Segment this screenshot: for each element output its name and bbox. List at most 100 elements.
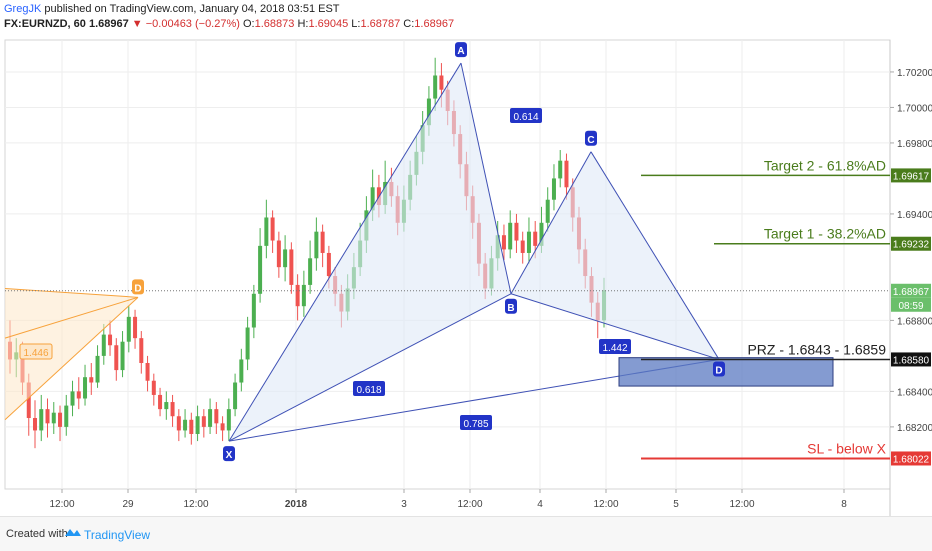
candle-body xyxy=(133,316,138,339)
price-tag-label: 1.69232 xyxy=(893,240,930,251)
candle-body xyxy=(195,416,200,434)
candle-body xyxy=(51,412,56,424)
candle-body xyxy=(526,231,531,253)
time-axis-label: 12:00 xyxy=(183,499,208,510)
pattern-leg xyxy=(510,151,592,295)
candle-body xyxy=(151,380,156,395)
pattern-point-x-label: X xyxy=(226,450,233,461)
last-price: 1.68967 xyxy=(88,18,129,30)
candle-body xyxy=(139,338,144,363)
price-axis-label: 1.68400 xyxy=(897,387,932,398)
candle-body xyxy=(189,419,194,434)
candle-body xyxy=(551,178,556,200)
pattern-point-b xyxy=(505,298,517,314)
price-tag xyxy=(891,352,931,367)
candle-body xyxy=(545,199,550,223)
candle-body xyxy=(295,284,300,307)
candle-body xyxy=(270,217,275,241)
candle-body xyxy=(164,402,169,410)
prior-pattern-leg xyxy=(4,296,139,339)
candle-body xyxy=(220,423,225,431)
candle-body xyxy=(64,405,69,427)
candle-body xyxy=(558,160,563,179)
pattern-point-d-label: D xyxy=(715,365,722,376)
candle-body xyxy=(176,416,181,431)
high-label: H: xyxy=(297,18,309,30)
bcd-triangle xyxy=(511,151,719,360)
pattern-leg xyxy=(228,62,462,442)
prior-pattern-leg xyxy=(4,287,139,298)
xab-triangle xyxy=(229,63,511,442)
publish-info: published on TradingView.com, January 04… xyxy=(41,3,340,15)
candle-body xyxy=(120,341,125,371)
candle-body xyxy=(26,382,31,419)
candle-body xyxy=(214,409,219,424)
candle-body xyxy=(70,391,75,406)
symbol-label[interactable]: FX:EURNZD, 60 xyxy=(4,18,86,30)
candle-body xyxy=(95,355,100,383)
candle-body xyxy=(251,293,256,328)
prz-zone xyxy=(618,357,834,387)
pattern-point-a-label: A xyxy=(457,46,464,57)
candle-body xyxy=(183,419,188,431)
price-axis-label: 1.68800 xyxy=(897,316,932,327)
candle-body xyxy=(158,394,163,410)
price-tag xyxy=(891,297,931,312)
candle-body xyxy=(433,75,438,99)
candle-body xyxy=(301,284,306,307)
price-tag xyxy=(891,451,931,466)
author-link[interactable]: GregJK xyxy=(4,3,42,15)
ratio-ab xyxy=(510,108,542,123)
candle-body xyxy=(145,362,150,381)
level-label: SL - below X xyxy=(807,440,887,456)
time-axis-label: 5 xyxy=(673,499,679,510)
price-tag-label: 1.69617 xyxy=(893,171,930,182)
pattern-leg xyxy=(590,151,720,360)
candle-body xyxy=(108,334,113,346)
time-axis-label: 12:00 xyxy=(593,499,618,510)
pattern-point-x xyxy=(223,446,235,462)
candle-body xyxy=(101,334,106,356)
ratio-prior-label: 1.446 xyxy=(23,348,48,359)
price-tag-label: 1.68022 xyxy=(893,454,930,465)
candle-body xyxy=(89,377,94,383)
low-value: 1.68787 xyxy=(360,18,401,30)
level-label: PRZ - 1.6843 - 1.6859 xyxy=(747,341,886,357)
candle-body xyxy=(439,75,444,90)
candle-body xyxy=(289,249,294,285)
time-axis-label: 2018 xyxy=(285,499,308,510)
candle-body xyxy=(126,316,131,342)
tradingview-brand[interactable]: TradingView xyxy=(84,528,151,542)
candle-body xyxy=(320,231,325,253)
ratio-bd xyxy=(599,339,631,354)
ratio-ab-label: 0.614 xyxy=(513,112,538,123)
created-with-label: Created with xyxy=(6,528,68,540)
candle-body xyxy=(58,412,63,427)
ratio-xd xyxy=(460,415,492,430)
low-label: L: xyxy=(351,18,361,30)
price-tag xyxy=(891,168,931,183)
pattern-point-c-label: C xyxy=(587,135,594,146)
level-label: Target 1 - 38.2%AD xyxy=(764,226,886,242)
candle-body xyxy=(264,217,269,246)
price-axis-label: 1.70200 xyxy=(897,68,932,79)
candle-body xyxy=(201,416,206,427)
time-axis-label: 4 xyxy=(537,499,543,510)
pattern-leg xyxy=(460,62,512,294)
candle-body xyxy=(533,231,538,246)
price-chart[interactable]: 12:00 29 12:00 2018 3 12:00 4 12:00 5 12:00 8 1.702… xyxy=(0,0,932,516)
candle-body xyxy=(283,249,288,268)
tradingview-logo-icon xyxy=(65,529,81,536)
time-axis-label: 12:00 xyxy=(49,499,74,510)
prior-pattern-leg xyxy=(4,296,139,421)
symbol-line: FX:EURNZD, 60 1.68967 ▼ −0.00463 (−0.27%… xyxy=(4,17,904,32)
pattern-point-a xyxy=(455,42,467,58)
candle-body xyxy=(39,409,44,431)
candle-body xyxy=(83,377,88,399)
candle-body xyxy=(114,345,119,371)
candle-body xyxy=(308,258,313,285)
pattern-point-c xyxy=(585,130,597,146)
ratio-bd-label: 1.442 xyxy=(602,343,627,354)
level-label: Target 2 - 61.8%AD xyxy=(764,157,886,173)
